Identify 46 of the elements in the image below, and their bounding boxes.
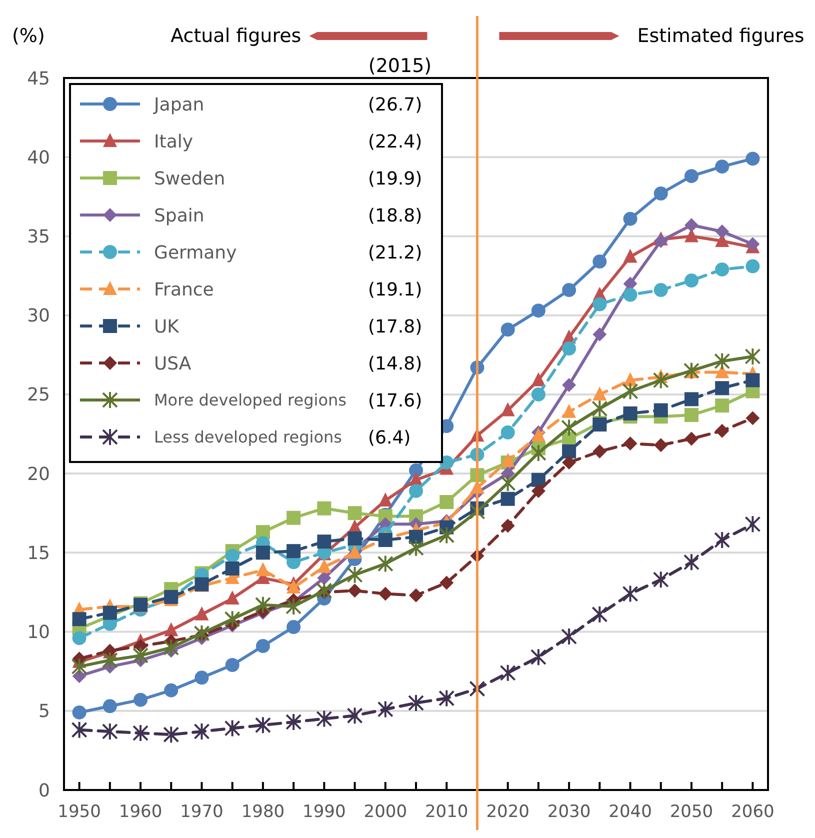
annotation: (19.1) xyxy=(368,279,422,300)
y-axis-title: (%) xyxy=(12,25,45,47)
legend-label: More developed regions xyxy=(154,390,346,410)
legend-label: Italy xyxy=(154,131,194,152)
y-tick-label: 10 xyxy=(27,622,50,644)
annotation: (6.4) xyxy=(368,427,411,448)
x-tick-label: 2000 xyxy=(364,802,408,822)
text: Actual figures xyxy=(170,25,302,47)
annotation: (18.8) xyxy=(368,205,422,226)
legend-label: USA xyxy=(154,353,192,374)
legend-label: Spain xyxy=(154,205,204,226)
x-tick-label: 2030 xyxy=(547,802,591,822)
x-tick-label: 1960 xyxy=(118,802,162,822)
x-tick-label: 1970 xyxy=(180,802,224,822)
y-tick-label: 5 xyxy=(38,701,50,722)
x-tick-label: 2020 xyxy=(486,802,530,822)
x-tick-label: 1980 xyxy=(241,802,285,822)
x-tick-label: 1990 xyxy=(302,802,346,822)
x-tick-label: 2050 xyxy=(670,802,714,822)
x-tick-label: 2060 xyxy=(731,802,774,822)
y-tick-label: 35 xyxy=(27,226,50,248)
annotation: (17.8) xyxy=(368,316,422,338)
annotation: (14.8) xyxy=(368,353,422,374)
x-tick-label: 2040 xyxy=(608,802,652,822)
y-tick-label: 45 xyxy=(27,68,50,90)
legend-title: (2015) xyxy=(368,55,432,77)
legend-label: UK xyxy=(154,316,180,338)
legend-label: Germany xyxy=(154,242,238,264)
annotation: (26.7) xyxy=(368,94,422,116)
x-tick-label: 1950 xyxy=(58,802,101,822)
y-tick-label: 30 xyxy=(27,306,50,327)
legend-label: Sweden xyxy=(154,168,226,190)
annotation: (21.2) xyxy=(368,242,422,264)
y-tick-label: 20 xyxy=(27,464,50,485)
legend-label: Japan xyxy=(153,94,204,116)
annotation: (19.9) xyxy=(368,168,422,190)
y-tick-label: 0 xyxy=(38,780,50,802)
annotation: (22.4) xyxy=(368,131,422,152)
legend-label: France xyxy=(154,279,214,300)
y-tick-label: 15 xyxy=(27,542,50,564)
legend-label: Less developed regions xyxy=(154,428,342,447)
annotation: (17.6) xyxy=(368,390,422,412)
text: Estimated figures xyxy=(637,25,804,47)
y-tick-label: 25 xyxy=(27,384,50,406)
y-tick-label: 40 xyxy=(27,147,50,168)
x-tick-label: 2010 xyxy=(424,802,468,822)
